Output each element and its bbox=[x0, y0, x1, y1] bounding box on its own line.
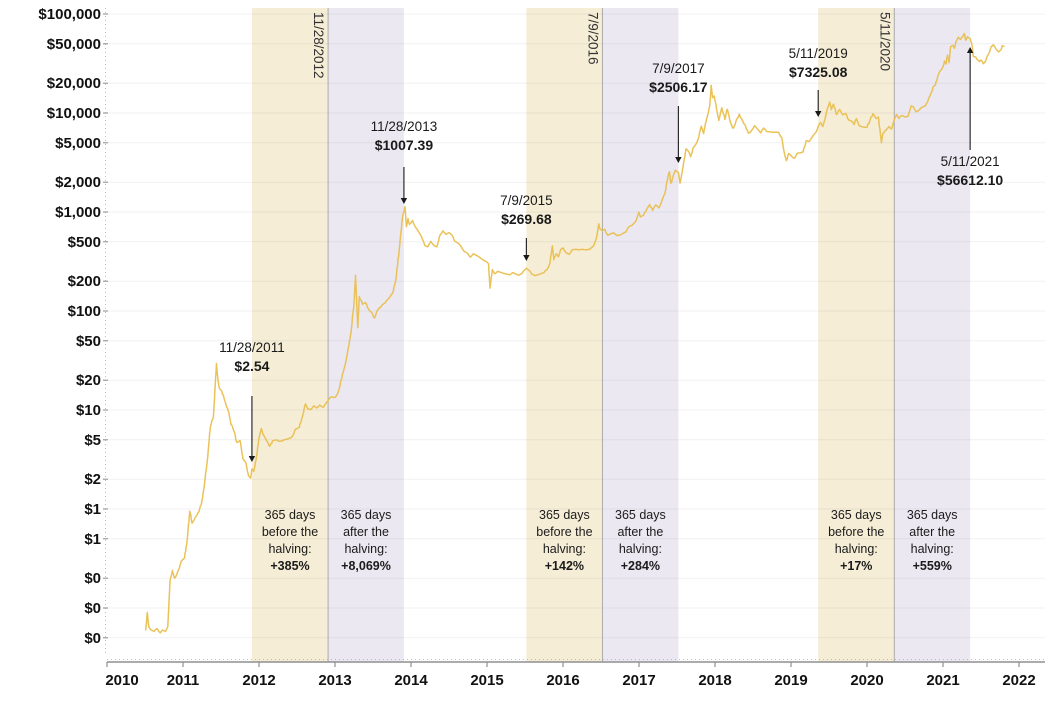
annotation-price-2: $1007.39 bbox=[375, 137, 434, 153]
bitcoin-price-line bbox=[145, 32, 1005, 634]
halving-date-label-3: 5/11/2020 bbox=[877, 12, 892, 71]
annotation-arrowhead-4 bbox=[675, 157, 682, 163]
band-text-after-2-line: halving: bbox=[619, 542, 662, 556]
annotation-price-4: $2506.17 bbox=[649, 79, 708, 95]
annotation-date-2: 11/28/2013 bbox=[371, 119, 438, 134]
band-before-halving-2 bbox=[526, 8, 603, 662]
gridlines-layer bbox=[107, 13, 1045, 639]
y-axis-tick-label: $0 bbox=[84, 570, 101, 587]
band-text-before-2-line: 365 days bbox=[539, 508, 590, 522]
annotation-price-5: $7325.08 bbox=[789, 64, 848, 80]
y-axis-tick-label: $2,000 bbox=[55, 174, 101, 191]
band-text-before-1-line: halving: bbox=[268, 542, 311, 556]
band-pct-before-2: +142% bbox=[545, 559, 584, 573]
band-after-halving-2 bbox=[602, 8, 679, 662]
y-axis-tick-label: $1,000 bbox=[55, 204, 101, 221]
band-text-after-3-line: 365 days bbox=[907, 508, 958, 522]
band-after-halving-1 bbox=[328, 8, 404, 662]
annotation-date-5: 5/11/2019 bbox=[789, 46, 848, 61]
x-axis-tick-label: 2015 bbox=[470, 672, 503, 689]
band-text-after-1-line: 365 days bbox=[341, 508, 392, 522]
y-axis-tick-label: $1 bbox=[84, 501, 101, 518]
x-axis-tick-label: 2017 bbox=[622, 672, 655, 689]
band-text-before-2-line: halving: bbox=[543, 542, 586, 556]
x-axis-tick-label: 2020 bbox=[850, 672, 883, 689]
x-axis-tick-label: 2011 bbox=[167, 672, 200, 689]
annotation-arrowhead-5 bbox=[815, 111, 822, 117]
x-axis-tick-label: 2021 bbox=[926, 672, 959, 689]
band-text-after-3-line: after the bbox=[909, 525, 955, 539]
price-line-layer bbox=[145, 32, 1005, 634]
band-text-after-1-line: after the bbox=[343, 525, 389, 539]
point-annotations-layer: 11/28/2011 $2.54 11/28/2013 $1007.39 7/9/201… bbox=[219, 46, 1003, 462]
annotation-date-6: 5/11/2021 bbox=[941, 154, 1000, 169]
y-axis-tick-label: $10,000 bbox=[47, 105, 101, 122]
band-text-before-3-line: 365 days bbox=[831, 508, 882, 522]
band-before-halving-3 bbox=[818, 8, 895, 662]
x-axis-tick-label: 2010 bbox=[105, 672, 138, 689]
y-axis-tick-label: $0 bbox=[84, 600, 101, 617]
y-axis-tick-label: $50 bbox=[76, 333, 101, 350]
annotation-price-1: $2.54 bbox=[234, 358, 269, 374]
y-axis-tick-label: $100,000 bbox=[38, 6, 101, 23]
annotation-arrowhead-3 bbox=[523, 255, 530, 261]
annotation-date-1: 11/28/2011 bbox=[219, 340, 285, 355]
y-axis-tick-label: $500 bbox=[68, 234, 101, 251]
y-axis-tick-label: $50,000 bbox=[47, 36, 101, 53]
x-axis-tick-label: 2018 bbox=[698, 672, 731, 689]
x-axis-tick-label: 2016 bbox=[546, 672, 579, 689]
annotation-date-3: 7/9/2015 bbox=[500, 193, 553, 208]
band-text-before-2-line: before the bbox=[536, 525, 592, 539]
y-axis-tick-label: $10 bbox=[76, 402, 101, 419]
y-axis-tick-label: $1 bbox=[84, 531, 101, 548]
annotation-arrowhead-6 bbox=[966, 47, 974, 53]
band-annotations-layer: 11/28/2012 365 days before the halving: +385… bbox=[262, 12, 958, 573]
y-axis-tick-label: $2 bbox=[84, 471, 101, 488]
annotation-price-3: $269.68 bbox=[501, 211, 552, 227]
annotation-arrowhead-1 bbox=[248, 456, 256, 462]
halving-date-label-2: 7/9/2016 bbox=[585, 12, 600, 65]
band-text-before-1-line: before the bbox=[262, 525, 318, 539]
annotation-price-6: $56612.10 bbox=[937, 172, 1003, 188]
axes-layer: $100,000 $50,000 $20,000 $10,000 $5,000 $2,00… bbox=[38, 6, 1045, 689]
x-axis-tick-label: 2013 bbox=[318, 672, 351, 689]
band-text-after-2-line: 365 days bbox=[615, 508, 666, 522]
x-axis-tick-label: 2014 bbox=[394, 672, 428, 689]
y-axis-tick-label: $5 bbox=[84, 432, 101, 449]
y-axis-tick-label: $0 bbox=[84, 630, 101, 647]
band-pct-after-2: +284% bbox=[621, 559, 660, 573]
x-axis-tick-label: 2022 bbox=[1002, 672, 1035, 689]
halving-bands-layer bbox=[251, 8, 971, 662]
band-pct-after-3: +559% bbox=[913, 559, 952, 573]
halving-date-label-1: 11/28/2012 bbox=[311, 12, 326, 79]
band-before-halving-1 bbox=[251, 8, 329, 662]
y-axis-tick-label: $200 bbox=[68, 273, 101, 290]
band-text-before-1-line: 365 days bbox=[265, 508, 316, 522]
x-axis-tick-label: 2019 bbox=[774, 672, 807, 689]
band-pct-before-1: +385% bbox=[270, 559, 309, 573]
y-axis-tick-label: $100 bbox=[68, 303, 101, 320]
annotation-date-4: 7/9/2017 bbox=[652, 61, 705, 76]
y-axis-tick-label: $20 bbox=[76, 372, 101, 389]
band-text-after-3-line: halving: bbox=[911, 542, 954, 556]
y-axis-tick-label: $20,000 bbox=[47, 75, 101, 92]
annotation-arrowhead-2 bbox=[400, 198, 408, 204]
x-axis-tick-label: 2012 bbox=[242, 672, 275, 689]
band-pct-after-1: +8,069% bbox=[341, 559, 391, 573]
band-text-after-2-line: after the bbox=[617, 525, 663, 539]
band-text-after-1-line: halving: bbox=[344, 542, 387, 556]
y-axis-tick-label: $5,000 bbox=[55, 135, 101, 152]
band-pct-before-3: +17% bbox=[840, 559, 872, 573]
band-text-before-3-line: before the bbox=[828, 525, 884, 539]
band-text-before-3-line: halving: bbox=[835, 542, 878, 556]
